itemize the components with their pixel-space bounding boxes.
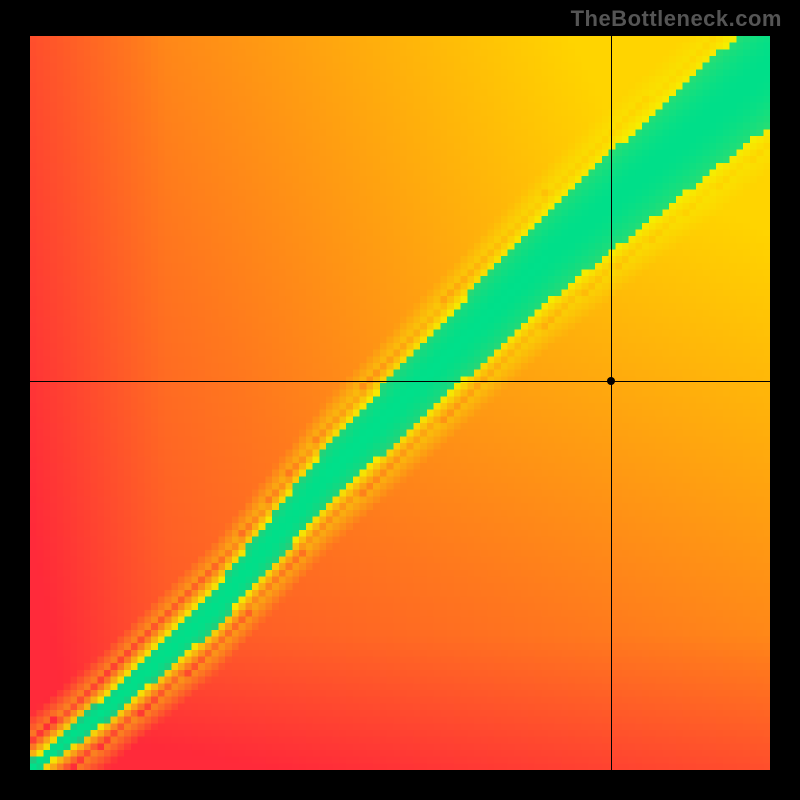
heatmap-plot (30, 36, 770, 770)
crosshair-horizontal (30, 381, 770, 382)
crosshair-vertical (611, 36, 612, 770)
chart-frame: TheBottleneck.com (0, 0, 800, 800)
watermark-text: TheBottleneck.com (571, 6, 782, 32)
crosshair-marker (607, 377, 615, 385)
heatmap-canvas (30, 36, 770, 770)
